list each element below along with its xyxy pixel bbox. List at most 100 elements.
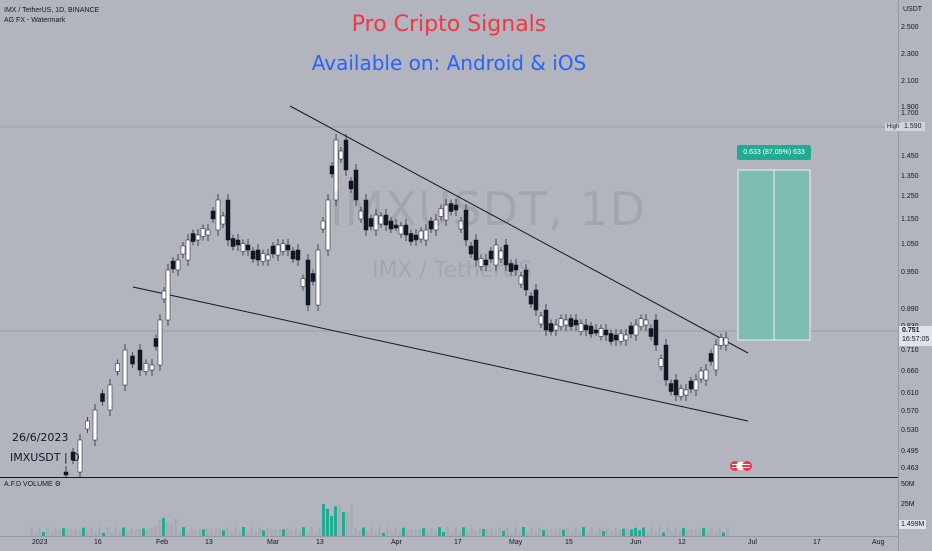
candle-body <box>708 353 714 362</box>
volume-bar <box>298 531 301 536</box>
volume-bar <box>126 530 129 536</box>
volume-bar <box>654 532 657 536</box>
volume-bar <box>710 527 713 536</box>
time-axis[interactable] <box>0 536 898 551</box>
candle-body <box>548 323 554 332</box>
price-tick: 0.530 <box>901 427 919 434</box>
volume-bar <box>534 530 537 536</box>
volume-bar <box>446 527 449 536</box>
volume-bar <box>142 528 145 536</box>
candle-body <box>508 263 514 272</box>
candle-body <box>398 225 404 235</box>
volume-bar <box>94 531 97 536</box>
volume-bar <box>726 527 729 536</box>
high-label: High <box>885 123 902 131</box>
volume-bar <box>194 530 197 536</box>
volume-bar <box>286 527 289 536</box>
candle-body <box>423 229 429 241</box>
volume-bar <box>366 531 369 536</box>
candle-body <box>448 203 454 212</box>
volume-bar <box>174 518 177 536</box>
candle-body <box>220 215 226 225</box>
volume-bar <box>350 504 353 536</box>
volume-bar <box>538 527 541 536</box>
volume-bar <box>102 532 105 536</box>
volume-bar <box>570 530 573 536</box>
volume-bar <box>78 529 81 536</box>
time-tick: Jul <box>748 539 757 546</box>
volume-bar <box>54 527 57 536</box>
currency-label: USDT <box>903 6 923 13</box>
candle-body <box>698 370 704 380</box>
symbol-line[interactable]: IMX / TetherUS, 1D, BINANCE <box>4 7 100 14</box>
volume-bar <box>374 532 377 536</box>
volume-bar <box>666 527 669 536</box>
volume-bar <box>706 530 709 536</box>
candle-body <box>573 319 579 326</box>
volume-bar <box>406 529 409 536</box>
volume-bar <box>434 530 437 536</box>
candle-body <box>513 264 519 271</box>
current-price-tag[interactable]: 0.751 16:57:05 <box>899 326 932 346</box>
price-tick: 1.700 <box>901 110 919 117</box>
volume-bar <box>442 531 445 536</box>
volume-bar <box>498 527 501 536</box>
candle-body <box>137 349 143 371</box>
candle-body <box>175 259 181 271</box>
candle-body <box>453 204 459 211</box>
us-flag-icon[interactable] <box>730 459 752 473</box>
volume-bar <box>314 532 317 536</box>
volume-bar <box>110 532 113 536</box>
indicator-line[interactable]: AG FX - Watermark <box>4 17 66 24</box>
time-tick: 13 <box>205 539 213 546</box>
volume-bar <box>202 529 205 536</box>
price-tick: 1.450 <box>901 153 919 160</box>
date-stamp: 26/6/2023 <box>12 431 69 444</box>
candle-body <box>538 315 544 325</box>
volume-bar <box>190 527 193 536</box>
volume-bar <box>470 527 473 536</box>
candle-body <box>438 208 444 217</box>
volume-bar <box>106 527 109 536</box>
candle-body <box>588 325 594 335</box>
volume-bar <box>494 529 497 536</box>
volume-bar <box>34 532 37 536</box>
volume-bar <box>526 532 529 536</box>
price-axis[interactable]: USDT <box>898 0 932 550</box>
candle-body <box>275 244 281 256</box>
volume-title[interactable]: A.F.D VOLUME ⚙ <box>4 480 61 488</box>
position-label[interactable]: 0.633 (87.05%) 633 <box>737 145 811 160</box>
volume-bar <box>714 531 717 536</box>
price-tick: 1.150 <box>901 216 919 223</box>
candle-body <box>205 229 211 236</box>
candle-body <box>240 243 246 252</box>
volume-bar <box>130 528 133 536</box>
candle-body <box>663 344 669 381</box>
candle-body <box>122 349 128 386</box>
candle-body <box>593 329 599 334</box>
time-tick: 16 <box>94 539 102 546</box>
volume-bar <box>450 532 453 536</box>
volume-bar <box>206 528 209 536</box>
candle-body <box>348 180 354 190</box>
volume-bar <box>414 528 417 536</box>
volume-bar <box>638 530 641 536</box>
volume-pane[interactable] <box>0 477 898 537</box>
volume-bar <box>382 532 385 536</box>
settings-icon[interactable]: ⚙ <box>54 481 61 488</box>
volume-bar <box>650 527 653 536</box>
watermark-subtitle: Available on: Android & iOS <box>311 51 587 75</box>
volume-bar <box>394 527 397 536</box>
volume-bar <box>430 527 433 536</box>
vol-tick-50m: 50M <box>901 481 915 488</box>
volume-bar <box>594 532 597 536</box>
volume-bar <box>510 531 513 536</box>
volume-bar <box>162 518 165 536</box>
volume-bar <box>178 532 181 536</box>
candle-body <box>433 219 439 231</box>
volume-bar <box>114 527 117 536</box>
candle-body <box>563 319 569 326</box>
volume-bar <box>358 530 361 536</box>
volume-bar <box>454 527 457 536</box>
candle-body <box>170 260 176 270</box>
